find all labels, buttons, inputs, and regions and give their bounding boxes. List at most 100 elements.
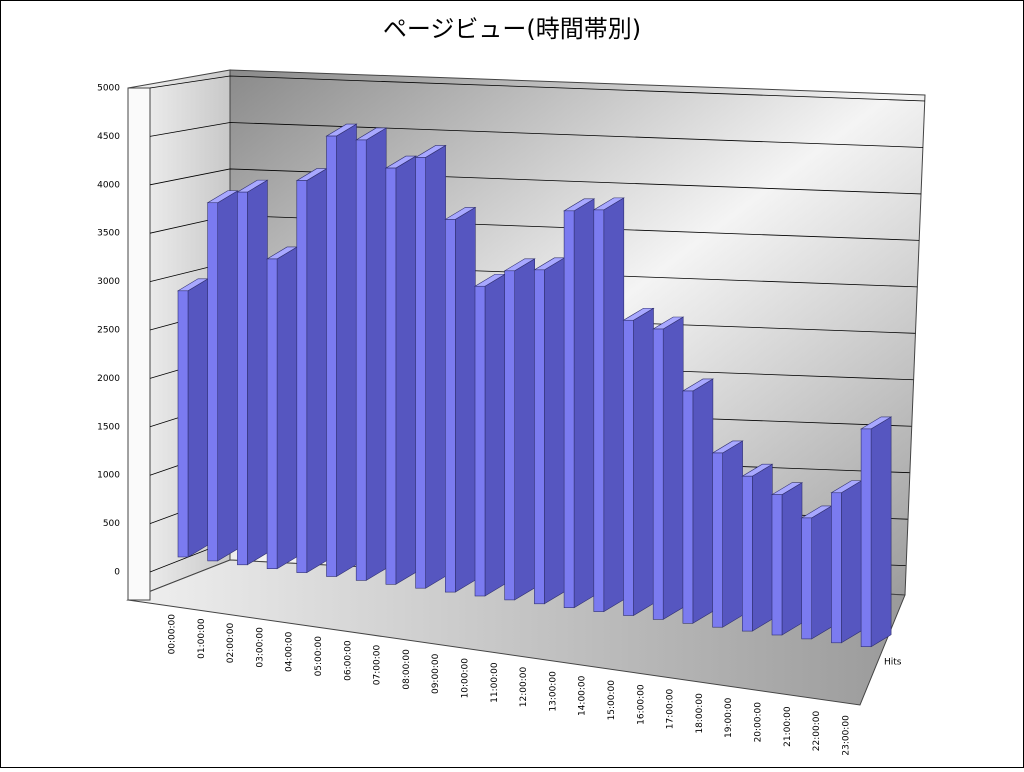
bar-side <box>811 505 833 640</box>
bar <box>473 273 507 597</box>
bar-side <box>336 123 357 578</box>
y-tick-label: 5000 <box>97 84 120 94</box>
x-tick-label: 16:00:00 <box>636 684 646 725</box>
x-tick-label: 12:00:00 <box>519 667 529 708</box>
bar-front <box>801 517 813 640</box>
bar <box>325 123 358 578</box>
x-tick-label: 04:00:00 <box>285 631 295 672</box>
bar-side <box>544 257 565 605</box>
x-tick-label: 03:00:00 <box>255 627 265 668</box>
bar-front <box>326 135 337 577</box>
bar-front <box>385 167 397 585</box>
x-tick-label: 13:00:00 <box>548 671 558 712</box>
bar-front <box>177 290 189 558</box>
x-tick-label: 00:00:00 <box>168 614 178 655</box>
bar-front <box>237 191 248 566</box>
bar <box>622 307 655 617</box>
series-label: Hits <box>884 658 902 668</box>
bar-side <box>514 258 536 601</box>
bar <box>563 198 596 609</box>
x-tick-label: 17:00:00 <box>666 689 676 730</box>
bar-front <box>771 494 783 636</box>
bar <box>770 482 804 636</box>
bar <box>176 278 210 558</box>
bar-front <box>415 157 426 589</box>
bar-front <box>504 270 516 601</box>
bar-front <box>534 269 545 605</box>
bar-front <box>623 319 634 616</box>
grid-line <box>149 75 926 102</box>
bar <box>503 258 536 601</box>
bar <box>384 155 417 585</box>
bar-side <box>751 463 773 632</box>
bar-side <box>870 416 892 648</box>
bar <box>741 463 774 632</box>
bar-front <box>593 209 605 612</box>
bar-front <box>444 219 456 593</box>
bar-front <box>712 452 723 628</box>
bar <box>681 378 714 624</box>
bar-front <box>860 428 872 647</box>
y-tick-label: 4000 <box>97 180 120 190</box>
bar-front <box>652 328 664 620</box>
bar-front <box>296 180 308 573</box>
bar <box>444 206 477 593</box>
y-tick-label: 500 <box>103 519 120 529</box>
bar <box>592 197 625 613</box>
y-tick-label: 0 <box>114 568 120 578</box>
bar-front <box>682 390 694 624</box>
x-tick-label: 01:00:00 <box>197 618 207 659</box>
bar-front <box>741 475 753 632</box>
y-tick-label: 1000 <box>97 471 120 481</box>
y-tick-label: 2000 <box>97 374 120 384</box>
bar-side <box>425 144 446 589</box>
bar-front <box>207 202 218 562</box>
grid-line <box>149 168 922 195</box>
bar-side <box>692 378 714 624</box>
bar-side <box>454 206 476 593</box>
bar-side <box>573 198 595 609</box>
x-tick-label: 15:00:00 <box>607 680 617 721</box>
x-tick-label: 07:00:00 <box>373 645 383 686</box>
x-tick-label: 05:00:00 <box>314 636 324 677</box>
bar-side <box>722 440 743 628</box>
chart-title: ページビュー(時間帯別) <box>383 15 641 43</box>
bar-front <box>831 492 842 644</box>
bar-side <box>395 155 417 585</box>
bar <box>652 316 685 620</box>
x-tick-label: 09:00:00 <box>431 653 441 694</box>
bar-side <box>217 190 238 562</box>
y-tick-label: 1500 <box>97 422 120 432</box>
bar <box>414 144 447 589</box>
x-tick-label: 02:00:00 <box>226 623 236 664</box>
x-tick-label: 06:00:00 <box>343 640 353 681</box>
x-tick-label: 23:00:00 <box>841 715 851 756</box>
x-tick-label: 11:00:00 <box>490 662 500 703</box>
bar <box>800 505 833 640</box>
bar-side <box>633 307 654 617</box>
bar <box>533 257 566 605</box>
bar <box>830 480 863 644</box>
bar <box>236 179 269 566</box>
x-tick-label: 10:00:00 <box>461 658 471 699</box>
bar-front <box>474 285 486 597</box>
axis-wall <box>127 87 151 601</box>
bar <box>295 168 328 574</box>
bar-side <box>484 273 506 597</box>
bar <box>355 127 388 581</box>
x-tick-label: 22:00:00 <box>812 711 822 752</box>
y-tick-label: 3000 <box>97 277 120 287</box>
y-tick-label: 2500 <box>97 326 120 336</box>
bar <box>266 246 299 570</box>
x-tick-label: 21:00:00 <box>783 706 793 747</box>
bar-front <box>563 210 575 609</box>
bar-side <box>781 482 803 636</box>
bar-front <box>355 139 367 581</box>
bar-side <box>187 278 209 558</box>
bar-side <box>841 480 862 644</box>
bar <box>860 416 893 648</box>
y-tick-label: 3500 <box>97 229 120 239</box>
bar <box>206 190 239 562</box>
bar-side <box>365 127 387 581</box>
bar-side <box>662 316 684 620</box>
